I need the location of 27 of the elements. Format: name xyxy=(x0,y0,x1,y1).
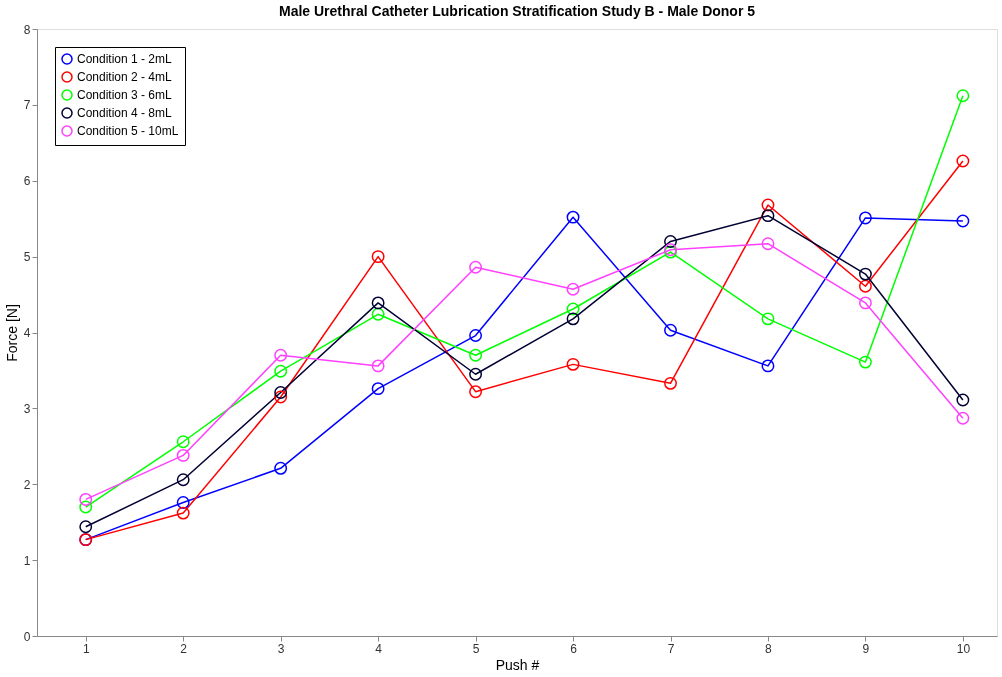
y-tick-label: 4 xyxy=(23,326,31,340)
legend-label: Condition 1 - 2mL xyxy=(77,52,173,66)
y-tick-label: 3 xyxy=(23,401,31,416)
y-tick-label: 5 xyxy=(23,250,31,265)
y-tick-label: 0 xyxy=(23,629,31,644)
x-tick-label: 2 xyxy=(180,641,188,656)
x-tick-label: 1 xyxy=(82,641,90,656)
y-tick-label: 2 xyxy=(23,477,31,492)
y-tick-label: 8 xyxy=(23,22,31,37)
x-tick-label: 3 xyxy=(277,641,285,656)
legend-label: Condition 4 - 8mL xyxy=(77,106,173,120)
x-tick-label: 10 xyxy=(956,641,971,656)
y-tick-label: 1 xyxy=(23,553,31,568)
legend-label: Condition 2 - 4mL xyxy=(77,70,173,84)
x-tick-label: 6 xyxy=(570,641,578,656)
legend-label: Condition 5 - 10mL xyxy=(77,124,179,138)
y-tick-label: 7 xyxy=(23,98,31,113)
x-axis-title: Push # xyxy=(495,656,540,673)
x-tick-label: 8 xyxy=(765,641,773,656)
chart-title: Male Urethral Catheter Lubrication Stratification Study B - Male Donor 5 xyxy=(278,3,756,19)
y-axis-title: Force [N] xyxy=(3,304,20,362)
x-tick-label: 4 xyxy=(375,641,383,656)
x-tick-label: 5 xyxy=(472,641,480,656)
legend-label: Condition 3 - 6mL xyxy=(77,88,173,102)
y-tick-label: 6 xyxy=(23,174,31,189)
x-tick-label: 9 xyxy=(862,641,870,656)
x-tick-label: 7 xyxy=(667,641,675,656)
